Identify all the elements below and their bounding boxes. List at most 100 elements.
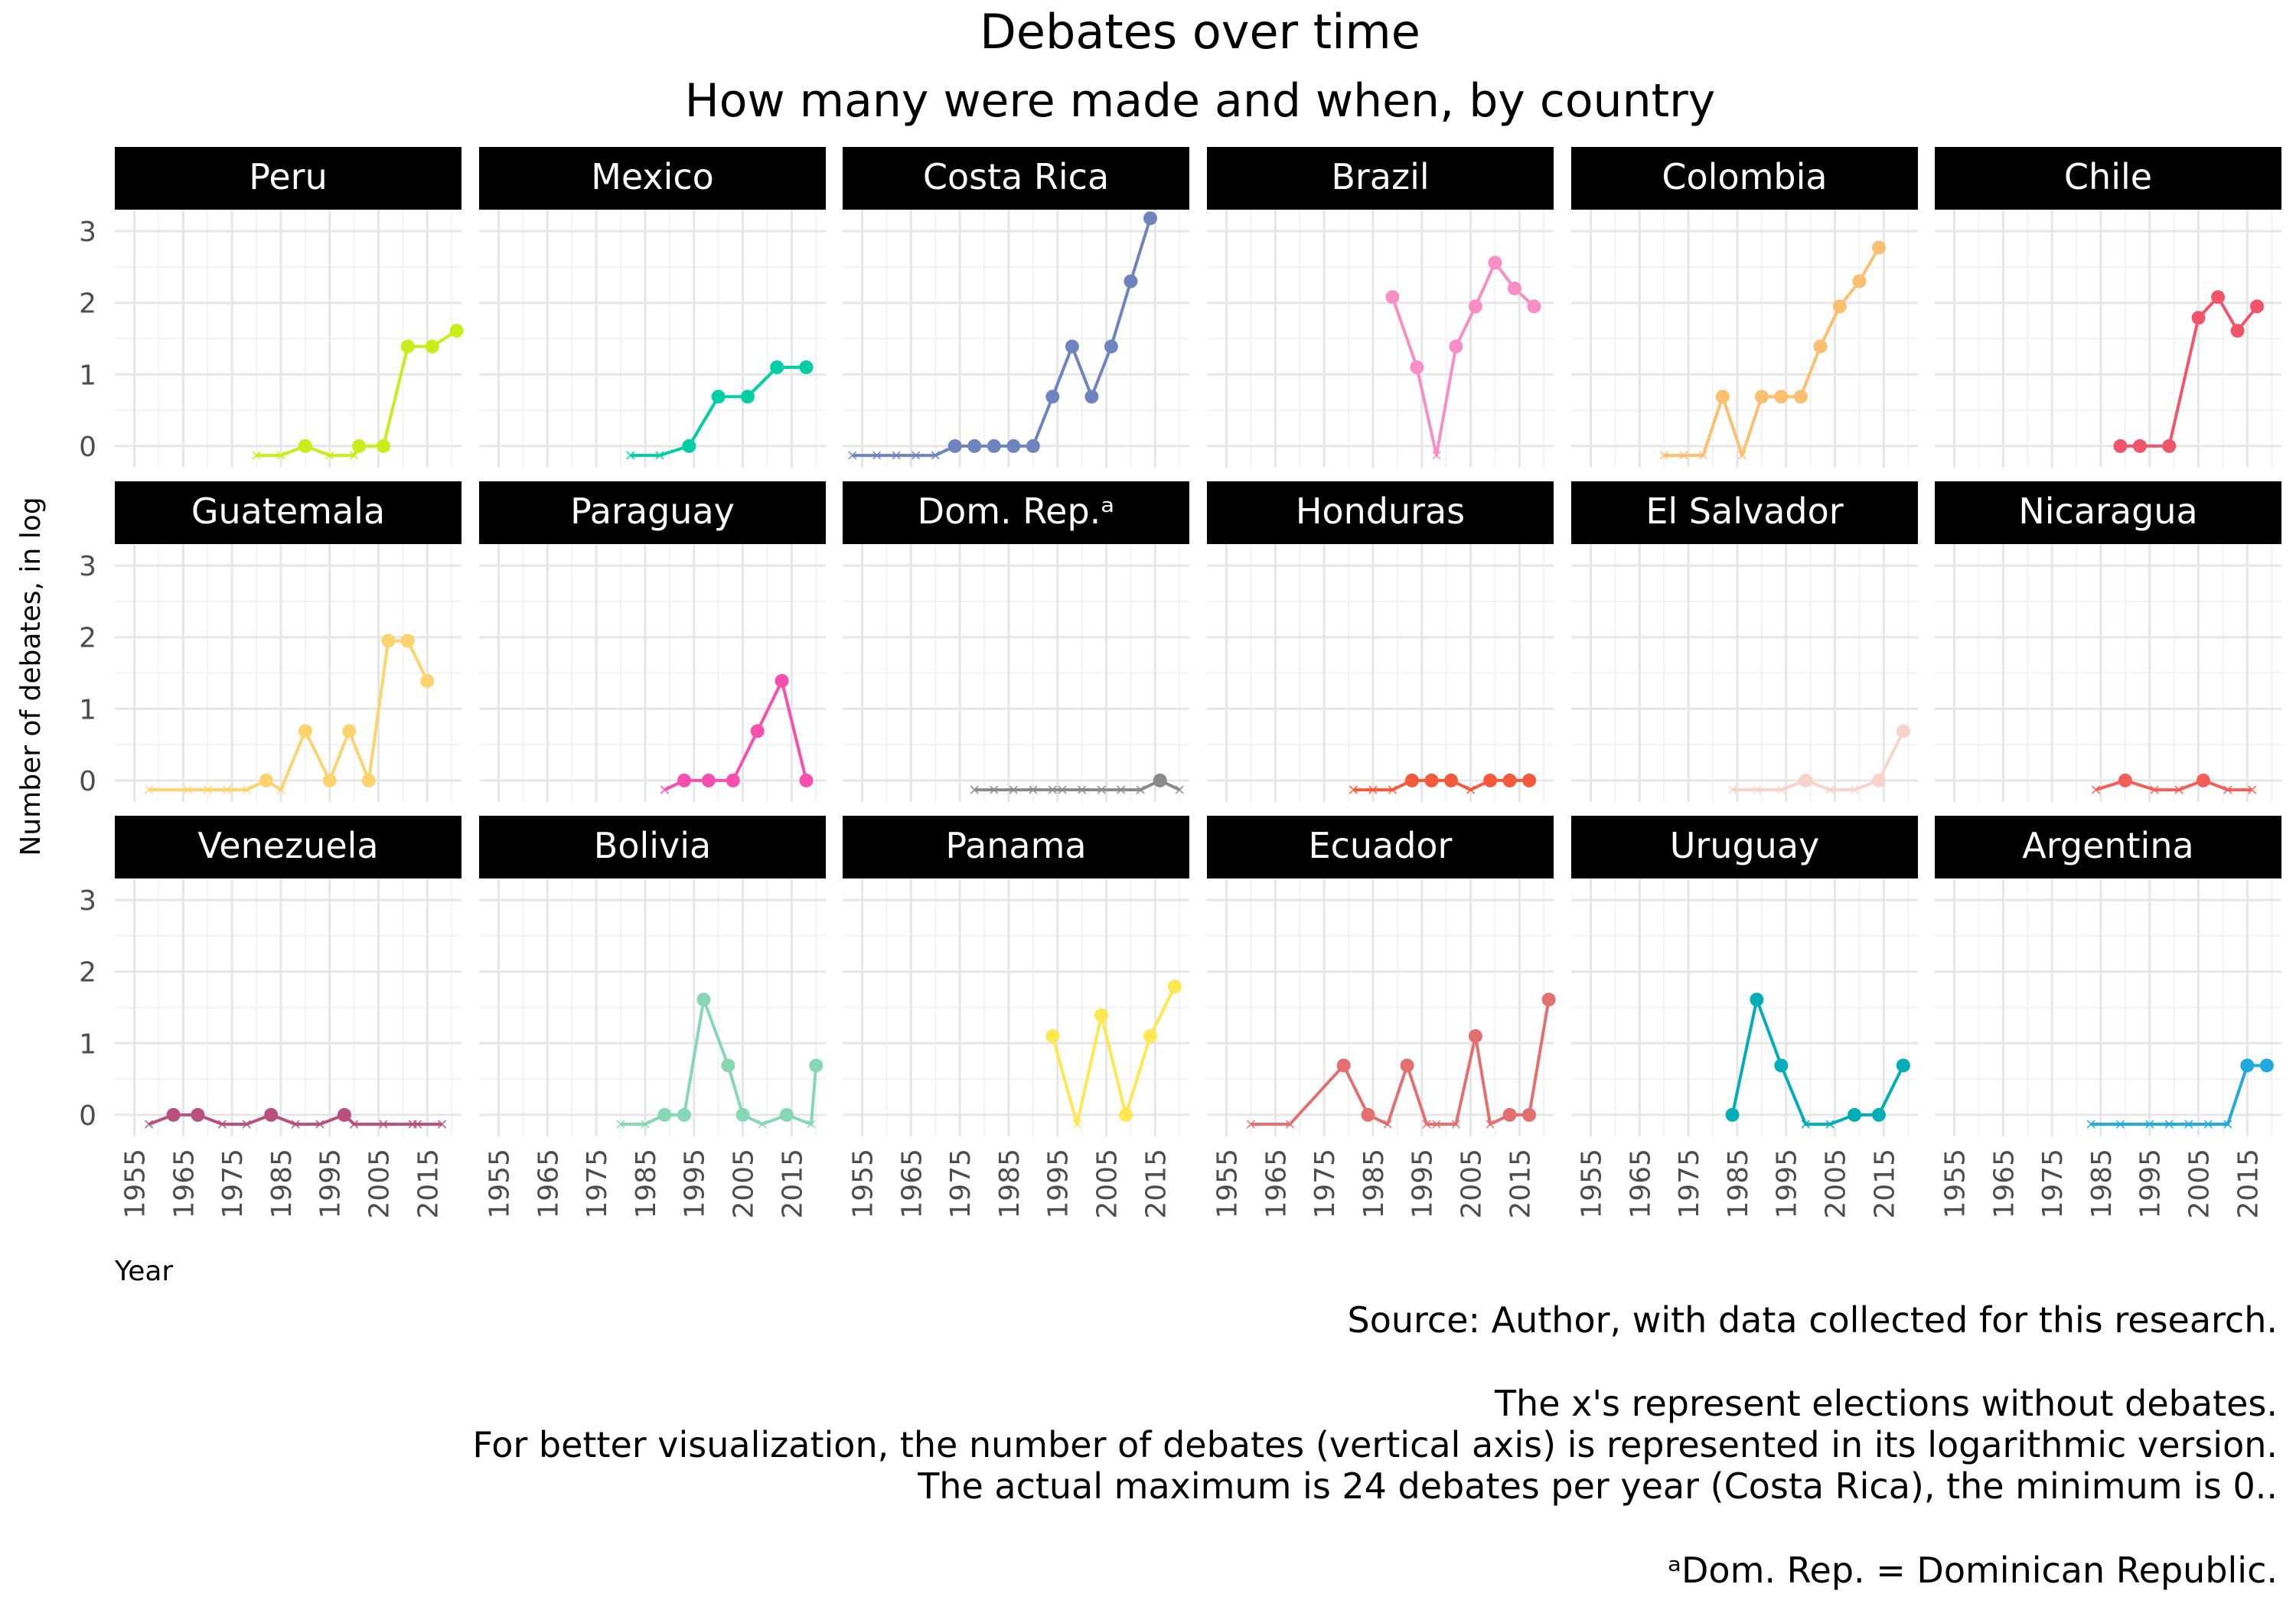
data-point (1119, 1107, 1133, 1122)
y-tick-label: 0 (79, 1100, 96, 1132)
data-point (1045, 390, 1060, 404)
data-point (2118, 773, 2132, 787)
x-tick-label: 2005 (729, 1149, 760, 1219)
strip-guatemala (115, 481, 461, 544)
x-axis-label: Year (114, 1256, 173, 1287)
x-tick-label: 1985 (631, 1149, 662, 1219)
no-debate-marker (2164, 1120, 2174, 1129)
panel-argentina: Argentina 1955 1965 1975 1985 1995 2005 2015 (1935, 816, 2281, 1219)
strip-dom-rep (843, 481, 1189, 544)
data-point (1871, 240, 1886, 255)
x-tick-label: 1975 (945, 1149, 977, 1219)
no-debate-marker (2174, 785, 2183, 794)
data-point (726, 773, 740, 787)
no-debate-marker (807, 1120, 816, 1129)
x-tick-label: 1975 (1674, 1149, 1705, 1219)
series-line-ecuador (1251, 999, 1551, 1126)
data-point (677, 773, 691, 787)
data-point (259, 773, 273, 787)
note-caption-4: ᵃDom. Rep. = Dominican Republic. (1668, 1550, 2278, 1591)
data-point (1444, 773, 1459, 787)
y-tick-label: 3 (79, 551, 96, 582)
no-debate-marker (1850, 785, 1859, 794)
data-point (799, 360, 814, 374)
y-tick-label: 0 (79, 432, 96, 463)
strip-paraguay (479, 481, 826, 544)
x-tick-label: 2015 (1505, 1149, 1536, 1219)
strip-mexico (479, 147, 826, 210)
x-tick-label: 1975 (217, 1149, 249, 1219)
data-point (1410, 360, 1424, 374)
no-debate-marker (1383, 1120, 1392, 1129)
data-point (2211, 290, 2226, 305)
data-point (1852, 274, 1867, 288)
data-point (361, 773, 376, 787)
data-point (337, 1107, 351, 1122)
y-axis-label: Number of debates, in log (15, 497, 47, 856)
x-tick-label: 2015 (1869, 1149, 1900, 1219)
data-point (2162, 438, 2177, 453)
strip-brazil (1207, 147, 1554, 210)
data-point (191, 1107, 205, 1122)
no-debate-marker (1285, 1120, 1295, 1129)
data-point (1522, 773, 1537, 787)
strip-chile (1935, 147, 2281, 210)
no-debate-marker (641, 1120, 650, 1129)
series-line-colombia (1664, 246, 1880, 458)
data-point (987, 438, 1001, 453)
x-tick-label: 1955 (1212, 1149, 1244, 1219)
data-point (677, 1107, 691, 1122)
data-point (425, 339, 439, 354)
x-tick-label: 1965 (1988, 1149, 2020, 1219)
y-tick-label: 2 (79, 623, 96, 654)
no-debate-marker (349, 1120, 359, 1129)
note-caption-1: The x's represent elections without deba… (1494, 1383, 2278, 1424)
data-point (1896, 724, 1910, 738)
strip-honduras (1207, 481, 1554, 544)
panel-nicaragua: Nicaragua (1935, 481, 2281, 802)
y-tick-label: 1 (79, 360, 96, 391)
y-tick-label: 3 (79, 217, 96, 248)
strip-label: Argentina (2022, 825, 2193, 866)
strip-label: Peru (249, 156, 327, 197)
no-debate-marker (1048, 785, 1058, 794)
panel-brazil: Brazil (1207, 147, 1554, 468)
data-point (352, 438, 367, 453)
no-debate-marker (252, 451, 261, 460)
data-point (1715, 390, 1730, 404)
data-point (2196, 773, 2210, 787)
data-point (166, 1107, 181, 1122)
data-point (376, 438, 390, 453)
panel-ecuador: Ecuador 1955 1965 1975 1985 1995 2005 2015 (1207, 816, 1556, 1219)
data-point (2230, 324, 2245, 338)
source-caption: Source: Author, with data collected for … (1348, 1299, 2278, 1341)
data-point (809, 1058, 823, 1073)
series-line-guatemala (148, 639, 429, 792)
strip-nicaragua (1935, 481, 2281, 544)
strip-argentina (1935, 816, 2281, 878)
data-point (1167, 980, 1182, 994)
panel-colombia: Colombia (1571, 147, 1918, 468)
no-debate-marker (379, 1120, 388, 1129)
y-tick-label: 3 (79, 885, 96, 917)
x-tick-label: 1985 (1358, 1149, 1390, 1219)
panel-honduras: Honduras (1207, 481, 1554, 802)
data-point (1084, 390, 1099, 404)
y-tick-label: 0 (79, 766, 96, 797)
no-debate-marker (1077, 785, 1087, 794)
panels-group: Peru 0 1 2 3 Mexico Costa Rica Brazil Colombia Ch… (79, 147, 2281, 1219)
data-point (799, 773, 814, 787)
data-point (1754, 390, 1769, 404)
no-debate-marker (144, 1120, 154, 1129)
data-point (721, 1058, 735, 1073)
data-point (2259, 1058, 2274, 1073)
no-debate-marker (1466, 785, 1476, 794)
data-point (1488, 256, 1502, 270)
panel-costa-rica: Costa Rica (843, 147, 1189, 468)
no-debate-marker (2203, 1120, 2213, 1129)
no-debate-marker (437, 1120, 447, 1129)
data-point (682, 438, 696, 453)
no-debate-marker (413, 1120, 422, 1129)
data-point (740, 390, 755, 404)
